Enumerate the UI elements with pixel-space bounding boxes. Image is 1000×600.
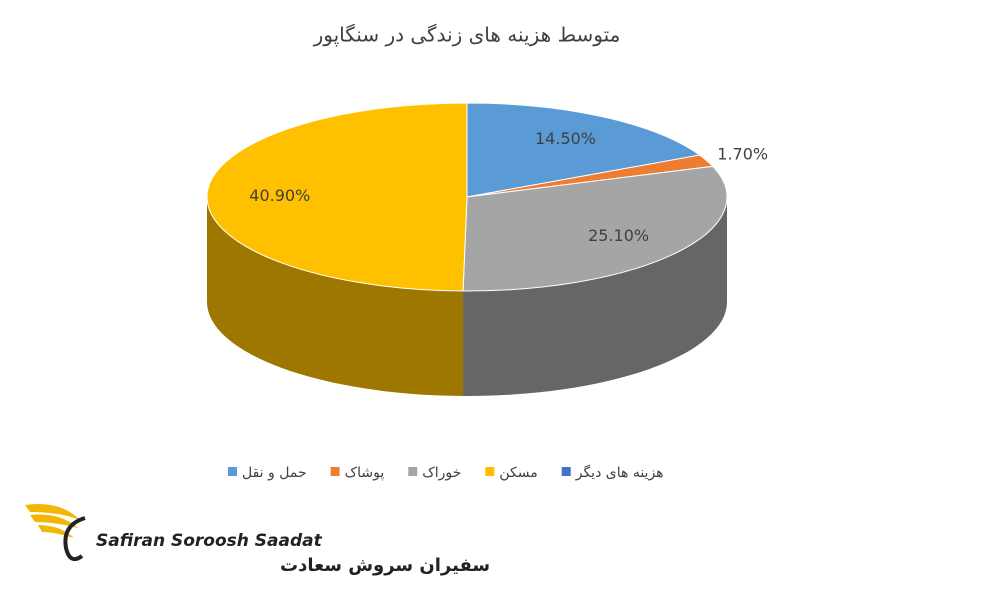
slice-side	[463, 197, 727, 396]
chart-title: متوسط هزینه های زندگی در سنگاپور	[313, 23, 621, 48]
legend-label: حمل و نقل	[242, 465, 307, 481]
legend-swatch	[485, 467, 495, 476]
brand-latin: Safiran Soroosh Saadat	[96, 531, 323, 551]
legend-swatch	[561, 467, 571, 476]
legend-label: مسکن	[499, 465, 537, 481]
legend-swatch	[408, 467, 418, 476]
data-label: 14.50%	[535, 129, 596, 148]
slice	[466, 102, 701, 198]
legend-label: خوراک	[422, 465, 461, 481]
slice-side	[207, 197, 464, 396]
legend-swatch	[228, 467, 237, 476]
logo-wing	[25, 504, 80, 538]
slice	[206, 102, 468, 292]
legend-label: هزینه های دیگر	[575, 464, 664, 481]
slice	[462, 165, 728, 292]
brand-persian: سفیران سروش سعادت	[280, 555, 490, 576]
logo: Safiran Soroosh Saadat سفیران سروش سعادت	[25, 504, 490, 576]
data-label: 40.90%	[249, 186, 310, 205]
logo-swirl	[63, 516, 86, 562]
legend-swatch	[330, 467, 340, 476]
data-label: 25.10%	[588, 226, 649, 245]
legend-label: پوشاک	[345, 465, 385, 481]
data-label: 1.70%	[717, 145, 768, 164]
legend: حمل و نقل پوشاک خوراک مسکن هزینه های دیگر	[228, 464, 664, 481]
